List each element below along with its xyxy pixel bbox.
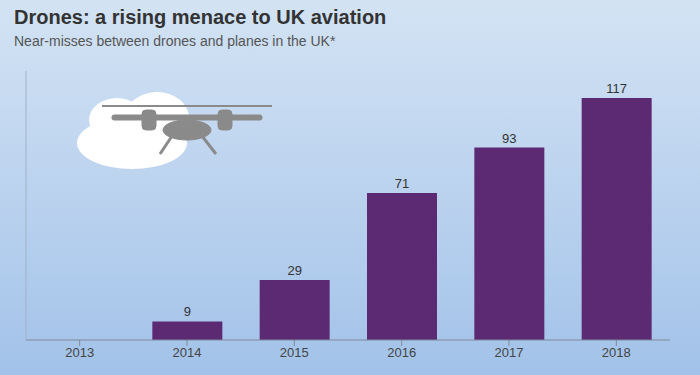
svg-text:117: 117: [606, 81, 627, 96]
html-text:Near-misses between drones and: Near-misses between drones and planes in…: [14, 33, 336, 49]
svg-text:9: 9: [184, 304, 191, 319]
svg-text:2015: 2015: [280, 345, 309, 360]
svg-text:2018: 2018: [602, 345, 631, 360]
svg-text:29: 29: [287, 263, 301, 278]
svg-text:2014: 2014: [173, 345, 202, 360]
html-text:Drones: a rising menace to UK: Drones: a rising menace to UK aviation: [14, 6, 387, 28]
svg-text:2017: 2017: [495, 345, 524, 360]
svg-text:71: 71: [395, 176, 409, 191]
svg-text:2013: 2013: [65, 345, 94, 360]
svg-text:93: 93: [502, 131, 516, 146]
svg-text:2016: 2016: [387, 345, 416, 360]
